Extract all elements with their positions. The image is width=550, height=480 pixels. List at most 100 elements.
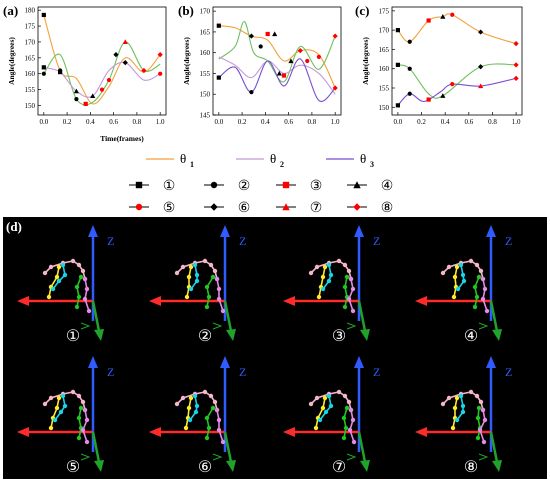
- legend-marker-diamond: [353, 203, 361, 211]
- skeleton-arm-left-joint: [46, 294, 52, 300]
- x-tick-label: 1.0: [512, 118, 521, 126]
- data-point-circle: [41, 71, 46, 76]
- skeleton-leg-left: [474, 276, 480, 308]
- skeleton-leg-right-joint: [80, 427, 86, 433]
- skeleton-spine-joint: [346, 399, 352, 405]
- skeleton-arm-left-joint: [186, 274, 192, 280]
- x-tick-label: 0.0: [394, 118, 403, 126]
- z-axis-label: Z: [373, 365, 380, 379]
- skeleton-leg-left-joint: [344, 274, 350, 280]
- plot-frame: [37, 6, 167, 116]
- data-point-diamond: [332, 85, 338, 91]
- skeleton-leg-right-joint: [480, 296, 486, 302]
- skeleton-leg-right-joint: [484, 308, 490, 314]
- y-axis: [91, 300, 101, 332]
- data-point-square: [41, 65, 46, 70]
- skeleton-spine-joint: [208, 262, 214, 268]
- legend-theta-label: θ: [270, 151, 276, 166]
- skeleton-arm-right-joint: [323, 409, 329, 415]
- skeleton-leg-right-joint: [477, 427, 483, 433]
- x-tick-label: 0.8: [133, 118, 142, 126]
- z-axis-label: Z: [505, 234, 512, 248]
- skeleton-leg-right: [82, 409, 88, 443]
- skeleton-spine-joint: [48, 395, 54, 401]
- skeleton-arm-right-joint: [60, 393, 66, 399]
- chart-a: 150 155 160 165 170 175 180 0.0 0.2 0.4 0.6 0.8 1.0 A…: [7, 6, 167, 143]
- data-point-circle: [450, 12, 455, 17]
- data-point-triangle: [122, 39, 128, 45]
- x-tick-label: 0.8: [488, 118, 497, 126]
- skeleton-leg-left-joint: [474, 294, 480, 300]
- series-line-1: [397, 13, 517, 45]
- skeleton-leg-right-joint: [220, 439, 226, 445]
- skeleton-frame: Z⑥: [149, 356, 246, 476]
- skeleton-arm-right-joint: [188, 286, 194, 292]
- skeleton-leg-right: [216, 409, 224, 443]
- y-tick-label: 180: [25, 7, 36, 15]
- skeleton-leg-left-joint: [76, 435, 82, 441]
- data-point-triangle: [440, 14, 446, 19]
- skeleton-arm-right-joint: [192, 262, 198, 268]
- skeleton-arm-right: [456, 395, 464, 421]
- skeleton-arm-right: [189, 395, 198, 421]
- skeleton-spine-joint: [440, 270, 446, 276]
- legend-marker-label: ①: [163, 179, 176, 194]
- legend-marker-square: [282, 181, 290, 189]
- plot-frame: [391, 6, 523, 116]
- skeleton-leg-right-joint: [84, 439, 90, 445]
- skeleton-spine-joint: [308, 270, 314, 276]
- data-point-square: [83, 101, 88, 106]
- y-axis-mark: [346, 322, 357, 330]
- y-tick-label: 145: [200, 112, 211, 120]
- data-point-square: [41, 12, 46, 18]
- skeleton-leg-right-joint: [346, 296, 352, 302]
- y-tick-label: 155: [200, 70, 211, 78]
- skeleton-leg-left-joint: [204, 415, 210, 421]
- legend-marker-label: ④: [381, 179, 394, 194]
- skeleton-arm-right-joint: [192, 393, 198, 399]
- data-point-diamond: [478, 64, 484, 70]
- skeleton-arm-left-joint: [186, 405, 192, 411]
- skeleton-arm-right: [319, 395, 332, 421]
- skeleton-arm-right-joint: [193, 409, 199, 415]
- y-axis-label: Angle(degrees): [362, 37, 370, 85]
- skeleton-leg-right-joint: [350, 308, 356, 314]
- panel-label-b: (b): [178, 3, 194, 18]
- x-tick-label: 0.4: [86, 118, 95, 126]
- data-point-diamond: [513, 75, 519, 81]
- y-axis-mark: [80, 453, 91, 461]
- skeleton-arm-right-joint: [460, 403, 466, 409]
- y-tick-label: 165: [379, 46, 390, 54]
- skeleton-leg-left-joint: [78, 405, 84, 411]
- skeleton-leg-right-joint: [216, 286, 222, 292]
- skeleton-arm-right-joint: [317, 417, 323, 423]
- data-point-triangle: [440, 93, 446, 98]
- data-point-circle: [106, 77, 112, 83]
- skeleton-leg-left-joint: [76, 415, 82, 421]
- y-axis-label: Angle(degrees): [7, 37, 16, 85]
- y-axis-arrowhead: [492, 329, 502, 341]
- skeleton-arm-right-joint: [454, 417, 460, 423]
- data-point-square: [395, 103, 401, 108]
- skeleton-leg-right-joint: [84, 286, 90, 292]
- skeleton-arm-right: [457, 264, 465, 290]
- skeleton-arm-left-joint: [454, 395, 460, 401]
- skeleton-arm-left: [50, 397, 60, 429]
- y-axis-arrowhead: [94, 329, 104, 341]
- series-line-4: [218, 58, 336, 102]
- data-point-square: [426, 18, 431, 23]
- legend-theta-subscript: 2: [280, 160, 284, 169]
- skeleton-leg-right-joint: [84, 417, 90, 423]
- skeleton-leg-left-joint: [342, 304, 348, 310]
- skeleton-leg-right-joint: [216, 296, 222, 302]
- y-tick-label: 165: [200, 28, 211, 36]
- skeleton-arm-left-joint: [451, 294, 457, 300]
- skeleton-arm-left-joint: [322, 264, 328, 270]
- skeleton-arm-left: [452, 397, 458, 429]
- skeleton-leg-left-joint: [344, 405, 350, 411]
- z-axis-arrowhead: [354, 356, 364, 368]
- skeleton-spine-joint: [474, 393, 480, 399]
- legend-theta-label: θ: [180, 151, 186, 166]
- skeleton-spine-joint: [474, 262, 480, 268]
